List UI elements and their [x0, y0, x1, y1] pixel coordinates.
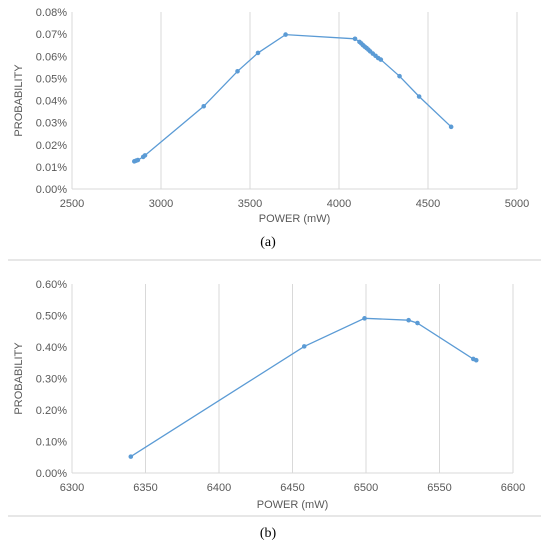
- chart-a-y-axis-title: PROBABILITY: [13, 64, 25, 137]
- chart-a-y-tick-label: 0.00%: [36, 184, 67, 196]
- chart-b-data-point: [128, 454, 134, 459]
- chart-a-y-tick-label: 0.02%: [36, 140, 67, 152]
- chart-b-data-point: [301, 344, 307, 349]
- chart-b-y-tick-label: 0.30%: [36, 374, 67, 386]
- chart-b-x-tick-label: 6300: [60, 482, 84, 494]
- chart-b-y-tick-label: 0.50%: [36, 311, 67, 323]
- chart-a-y-tick-label: 0.08%: [36, 7, 67, 19]
- chart-a-y-tick-label: 0.03%: [36, 118, 67, 130]
- chart-a-data-point: [416, 94, 422, 99]
- chart-a-data-point: [352, 36, 358, 42]
- chart-b-x-tick-label: 6600: [501, 482, 525, 494]
- chart-a-data-point: [397, 73, 402, 79]
- chart-a-x-tick-label: 5000: [505, 198, 529, 210]
- chart-b-y-tick-label: 0.40%: [36, 342, 67, 354]
- chart-a-y-tick-label: 0.01%: [36, 162, 67, 174]
- chart-a-x-tick-label: 3500: [238, 198, 262, 210]
- chart-b-x-tick-label: 6500: [354, 482, 378, 494]
- chart-a-data-point: [448, 124, 454, 130]
- chart-a-data-point: [255, 50, 261, 56]
- chart-a-y-tick-label: 0.07%: [36, 29, 67, 41]
- chart-a-data-point: [201, 103, 207, 109]
- chart-b-data-point: [473, 357, 479, 363]
- chart-a-data-point: [283, 32, 288, 37]
- chart-a-caption: (a): [260, 235, 276, 250]
- chart-a-y-tick-label: 0.06%: [36, 51, 67, 63]
- chart-a-x-tick-label: 4000: [327, 198, 351, 210]
- chart-b-x-tick-label: 6400: [207, 482, 231, 494]
- chart-b-series-line: [130, 317, 477, 458]
- chart-b-x-axis-title: POWER (mW): [257, 499, 328, 511]
- chart-b-x-tick-label: 6450: [280, 482, 304, 494]
- chart-a-x-tick-label: 2500: [60, 198, 84, 210]
- chart-b-data-point: [406, 317, 411, 323]
- chart-a-data-point: [135, 157, 141, 163]
- chart-a-data-point: [378, 57, 384, 62]
- chart-b-y-tick-label: 0.20%: [36, 405, 67, 417]
- chart-b-data-point: [362, 316, 367, 321]
- chart-b-y-tick-label: 0.60%: [36, 279, 67, 291]
- chart-a-y-tick-label: 0.05%: [36, 73, 67, 85]
- chart-b-y-tick-label: 0.10%: [36, 437, 67, 449]
- chart-a-y-tick-label: 0.04%: [36, 96, 67, 108]
- chart-a-x-tick-label: 4500: [416, 198, 440, 210]
- chart-b-y-tick-label: 0.00%: [36, 468, 67, 480]
- chart-a-data-point: [142, 153, 148, 158]
- chart-b-data-point: [415, 320, 420, 326]
- chart-b-x-tick-label: 6350: [133, 482, 157, 494]
- chart-a-x-axis-title: POWER (mW): [259, 213, 330, 225]
- chart-a-series-line: [134, 33, 452, 162]
- chart-b-x-tick-label: 6550: [427, 482, 451, 494]
- chart-a-x-tick-label: 3000: [149, 198, 173, 210]
- chart-a-data-point: [235, 68, 240, 74]
- chart-b-y-axis-title: PROBABILITY: [13, 342, 25, 415]
- chart-b-caption: (b): [260, 526, 277, 541]
